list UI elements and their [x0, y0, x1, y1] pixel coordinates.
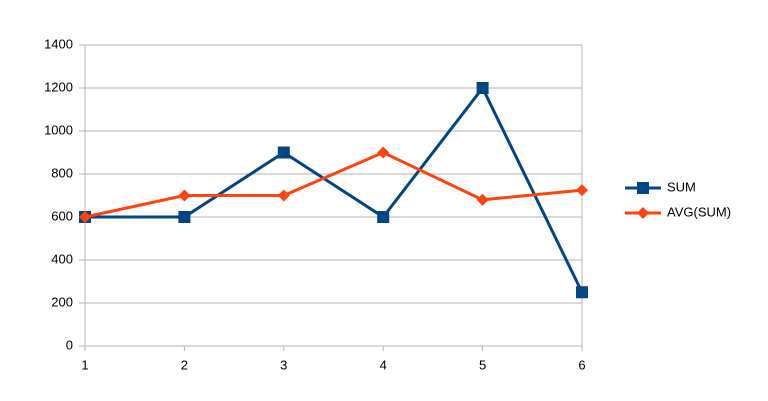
point — [576, 184, 588, 197]
y-tick-label: 1000 — [44, 122, 73, 137]
x-tick-label: 1 — [81, 357, 88, 372]
x-tick-label: 2 — [181, 357, 188, 372]
x-tick-label: 4 — [380, 357, 387, 372]
y-tick-label: 800 — [51, 165, 73, 180]
point — [576, 286, 588, 299]
x-tick-label: 6 — [578, 357, 585, 372]
y-tick-label: 1200 — [44, 79, 73, 94]
point — [178, 211, 191, 223]
x-tick-label: 5 — [479, 357, 486, 372]
y-tick-label: 400 — [51, 251, 73, 266]
point — [79, 211, 91, 223]
y-tick-label: 600 — [51, 208, 73, 223]
legend-marker — [637, 207, 649, 219]
point — [277, 189, 290, 202]
y-tick-label: 0 — [66, 337, 73, 352]
x-tick-label: 3 — [280, 357, 287, 372]
y-tick-label: 200 — [51, 294, 73, 309]
point — [377, 211, 390, 223]
point — [178, 189, 191, 202]
point — [377, 146, 390, 159]
point — [476, 193, 489, 206]
series-line — [84, 150, 583, 219]
point — [476, 82, 489, 94]
y-tick-label: 1400 — [44, 36, 73, 51]
legend-label: SUM — [667, 179, 696, 194]
series-line — [85, 85, 584, 293]
legend-marker — [637, 182, 649, 194]
legend-label: AVG(SUM) — [667, 204, 731, 219]
point — [277, 146, 290, 159]
